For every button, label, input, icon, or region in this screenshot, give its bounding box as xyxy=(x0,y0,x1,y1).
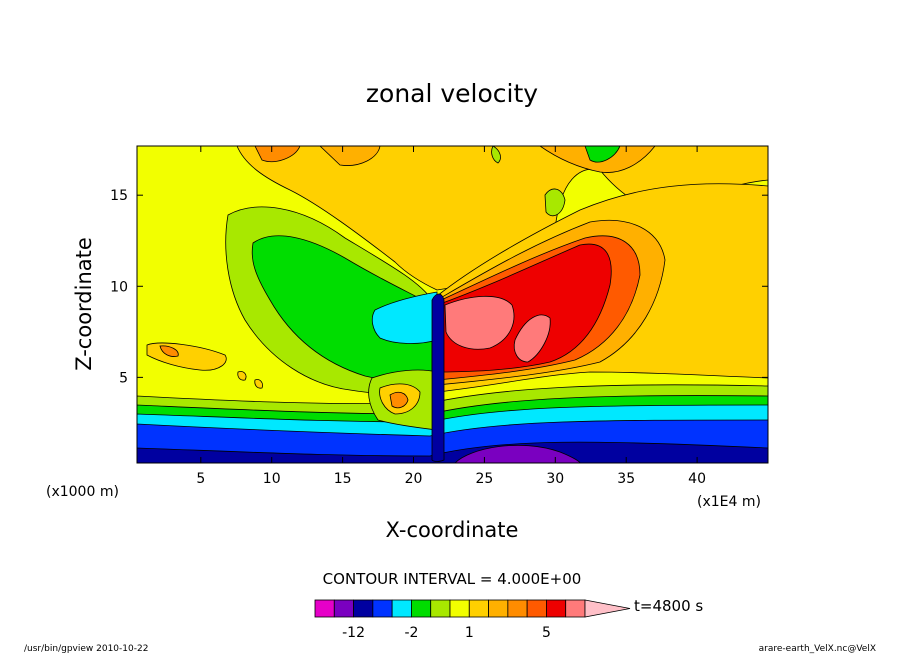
colorbar-cell xyxy=(507,599,528,618)
time-text: t=4800 s xyxy=(634,597,703,615)
contour-band xyxy=(389,391,409,409)
x-tick-label: 25 xyxy=(475,471,493,487)
contour-band xyxy=(454,444,581,463)
y-tick-label: 15 xyxy=(110,188,128,204)
colorbar-cell xyxy=(449,599,470,618)
y-axis-label: Z-coordinate xyxy=(72,237,96,371)
contour-band xyxy=(254,379,263,389)
colorbar-cell xyxy=(333,599,354,618)
x-tick-label: 30 xyxy=(546,471,564,487)
colorbar-cell xyxy=(488,599,509,618)
contour-band xyxy=(544,188,566,217)
colorbar-cell xyxy=(411,599,432,618)
x-axis-label: X-coordinate xyxy=(386,518,519,542)
colorbar-cell xyxy=(468,599,489,618)
colorbar-cell xyxy=(526,599,547,618)
y-tick-label: 10 xyxy=(110,279,128,295)
colorbar-label: 5 xyxy=(542,625,551,641)
colorbar-cell xyxy=(391,599,412,618)
x-tick-label: 40 xyxy=(688,471,706,487)
x-tick-label: 35 xyxy=(617,471,635,487)
x-tick-label: 15 xyxy=(334,471,352,487)
plot-frame xyxy=(136,145,769,464)
colorbar-label: -12 xyxy=(342,625,365,641)
y-tick-label: 5 xyxy=(119,370,128,386)
colorbar-label: 1 xyxy=(465,625,474,641)
colorbar-cell xyxy=(353,599,374,618)
colorbar-labels: -12 -2 1 5 xyxy=(342,625,551,641)
x-tick-label: 20 xyxy=(405,471,423,487)
contour-band xyxy=(444,295,515,350)
footer-left: /usr/bin/gpview 2010-10-22 xyxy=(24,644,148,654)
contour-band xyxy=(491,146,501,164)
footer-right: arare-earth_VelX.nc@VelX xyxy=(759,644,876,654)
contour-band xyxy=(513,314,551,363)
contour-interval-text: CONTOUR INTERVAL = 4.000E+00 xyxy=(323,570,582,588)
x-unit-label: (x1000 m) xyxy=(46,484,119,500)
colorbar-arrow xyxy=(584,599,631,618)
colorbar-cell xyxy=(565,599,586,618)
x-scale-note: (x1E4 m) xyxy=(697,494,761,510)
x-tick-label: 5 xyxy=(196,471,205,487)
colorbar-cell xyxy=(372,599,393,618)
colorbar-cell xyxy=(314,599,335,618)
contour-band xyxy=(237,371,247,381)
plot-area xyxy=(137,146,768,463)
contour-band xyxy=(159,345,179,357)
colorbar-label: -2 xyxy=(404,625,418,641)
colorbar xyxy=(314,599,631,618)
y-axis: 5 10 15 xyxy=(110,188,768,386)
chart-title: zonal velocity xyxy=(366,79,538,108)
x-tick-label: 10 xyxy=(263,471,281,487)
contour-band xyxy=(371,291,438,344)
x-axis: 5 10 15 20 25 30 35 40 xyxy=(196,146,706,487)
colorbar-cell xyxy=(546,599,567,618)
contour-band xyxy=(431,293,445,462)
colorbar-cell xyxy=(430,599,451,618)
